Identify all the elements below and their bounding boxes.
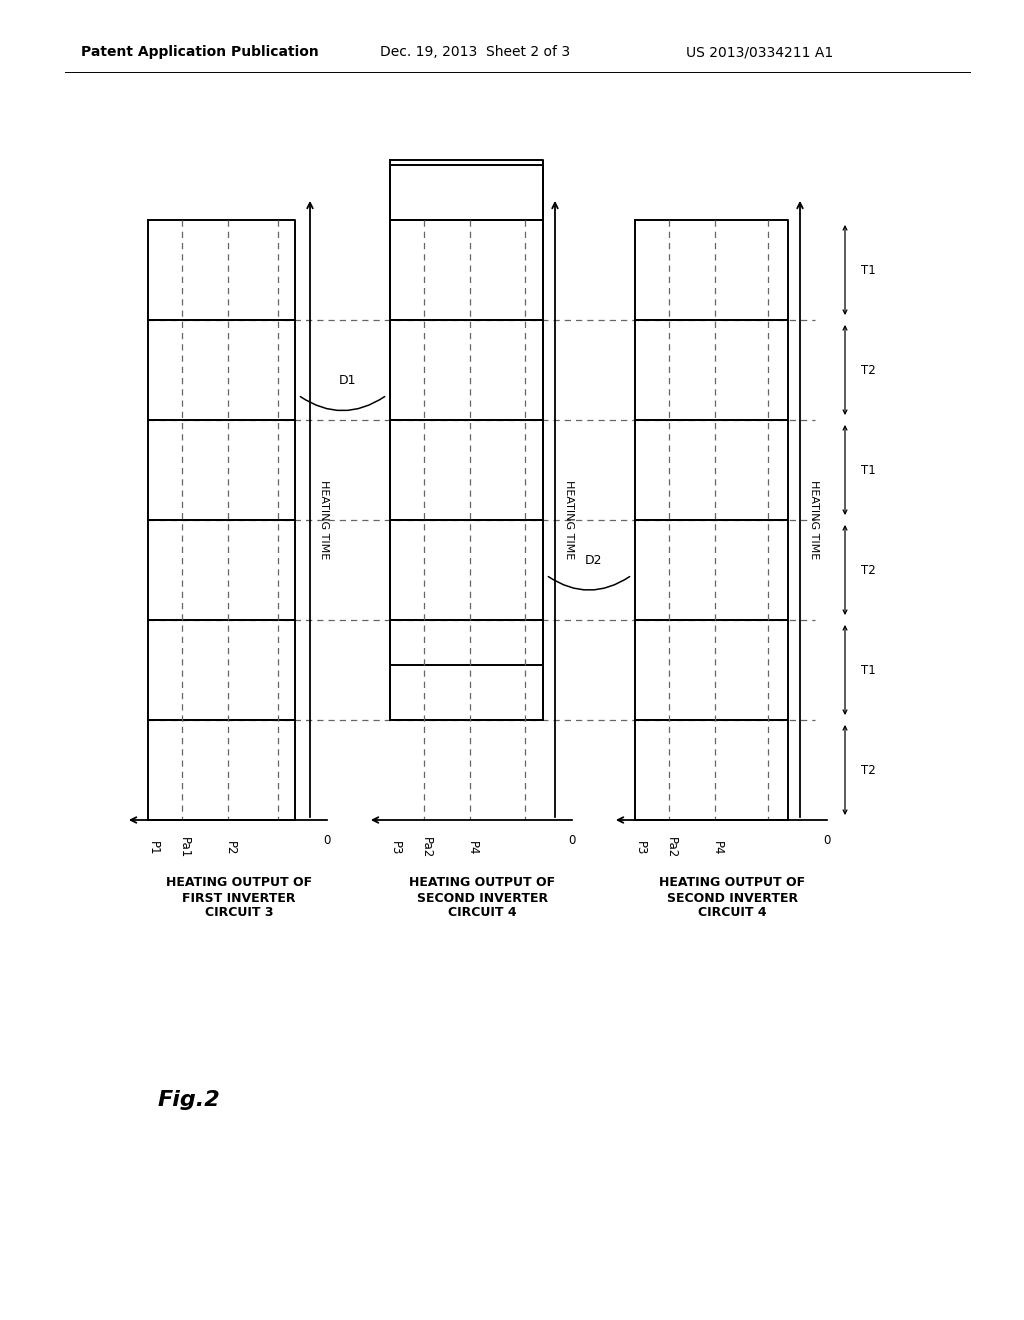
Text: 0: 0	[823, 833, 830, 846]
Text: HEATING TIME: HEATING TIME	[564, 480, 574, 560]
Text: T1: T1	[860, 664, 876, 676]
Text: HEATING TIME: HEATING TIME	[319, 480, 329, 560]
Text: HEATING OUTPUT OF
SECOND INVERTER
CIRCUIT 4: HEATING OUTPUT OF SECOND INVERTER CIRCUI…	[659, 876, 806, 920]
Text: P2: P2	[223, 841, 237, 855]
Text: US 2013/0334211 A1: US 2013/0334211 A1	[686, 45, 834, 59]
Text: Patent Application Publication: Patent Application Publication	[81, 45, 318, 59]
Text: D1: D1	[339, 374, 356, 387]
Text: Fig.2: Fig.2	[158, 1090, 221, 1110]
Text: HEATING OUTPUT OF
SECOND INVERTER
CIRCUIT 4: HEATING OUTPUT OF SECOND INVERTER CIRCUI…	[410, 876, 556, 920]
Text: P1: P1	[146, 841, 160, 855]
Text: Dec. 19, 2013  Sheet 2 of 3: Dec. 19, 2013 Sheet 2 of 3	[380, 45, 570, 59]
Text: Pa2: Pa2	[420, 837, 432, 858]
Text: HEATING TIME: HEATING TIME	[809, 480, 819, 560]
Text: P4: P4	[711, 841, 724, 855]
Text: T1: T1	[860, 463, 876, 477]
Text: 0: 0	[324, 833, 331, 846]
Text: D2: D2	[585, 553, 602, 566]
Text: T2: T2	[860, 564, 876, 577]
Text: Pa1: Pa1	[177, 837, 190, 858]
Text: Pa2: Pa2	[665, 837, 678, 858]
Text: T2: T2	[860, 763, 876, 776]
Text: T2: T2	[860, 363, 876, 376]
Text: P3: P3	[388, 841, 401, 855]
Text: P4: P4	[466, 841, 478, 855]
Text: HEATING OUTPUT OF
FIRST INVERTER
CIRCUIT 3: HEATING OUTPUT OF FIRST INVERTER CIRCUIT…	[166, 876, 312, 920]
Text: P3: P3	[634, 841, 646, 855]
Text: T1: T1	[860, 264, 876, 276]
Text: 0: 0	[568, 833, 575, 846]
